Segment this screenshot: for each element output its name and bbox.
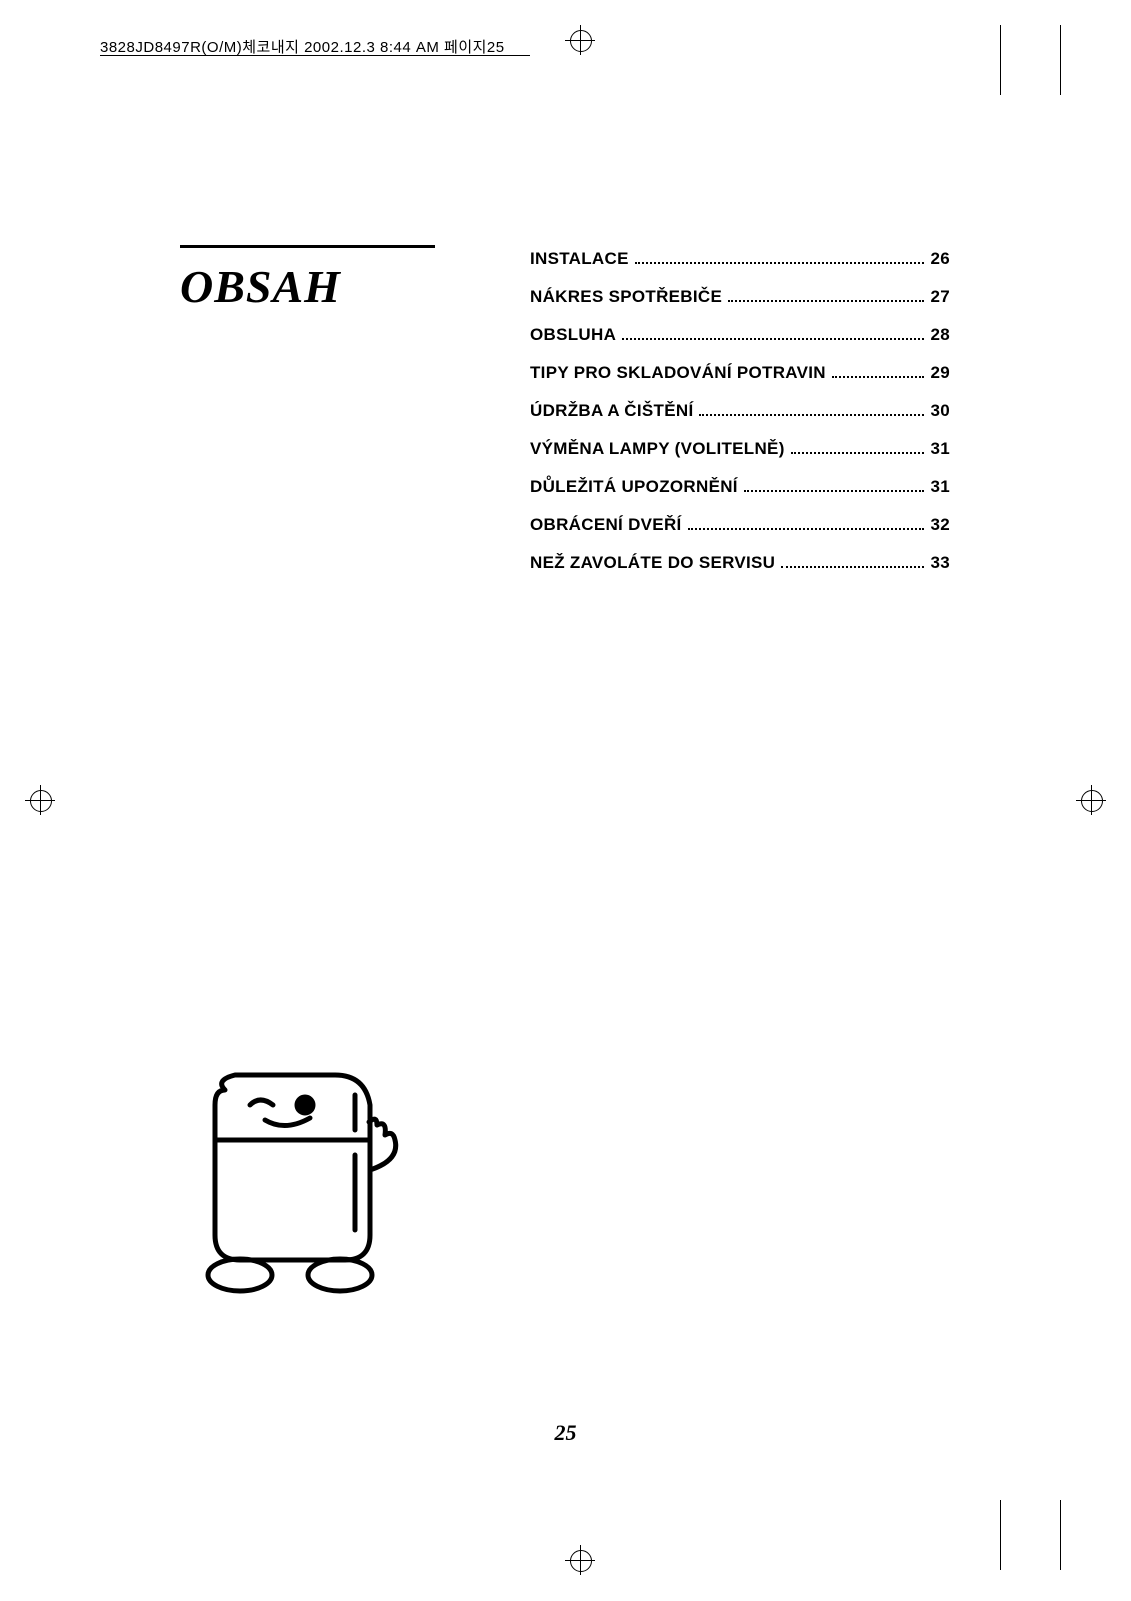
toc-leader xyxy=(688,528,925,530)
toc-page: 28 xyxy=(930,325,950,345)
registration-mark-right xyxy=(1076,785,1106,815)
registration-mark-left xyxy=(25,785,55,815)
toc-leader xyxy=(699,414,924,416)
toc-row: ÚDRŽBA A ČIŠTĚNÍ 30 xyxy=(530,401,950,421)
toc-leader xyxy=(622,338,924,340)
toc-leader xyxy=(832,376,925,378)
toc-label: VÝMĚNA LAMPY (VOLITELNĚ) xyxy=(530,439,785,459)
registration-mark-bottom xyxy=(565,1545,595,1575)
title-rule xyxy=(180,245,435,248)
toc-label: OBRÁCENÍ DVEŘÍ xyxy=(530,515,682,535)
page-number: 25 xyxy=(0,1420,1131,1446)
crop-tick xyxy=(1000,1500,1001,1570)
fridge-mascot-icon xyxy=(155,1060,415,1300)
toc-leader xyxy=(728,300,924,302)
toc-label: INSTALACE xyxy=(530,249,629,269)
toc-leader xyxy=(635,262,925,264)
toc-label: ÚDRŽBA A ČIŠTĚNÍ xyxy=(530,401,693,421)
print-job-slug: 3828JD8497R(O/M)체코내지 2002.12.3 8:44 AM 페… xyxy=(100,36,505,57)
toc-row: OBSLUHA 28 xyxy=(530,325,950,345)
toc-row: VÝMĚNA LAMPY (VOLITELNĚ) 31 xyxy=(530,439,950,459)
toc-page: 29 xyxy=(930,363,950,383)
toc-label: NEŽ ZAVOLÁTE DO SERVISU xyxy=(530,553,775,573)
toc-row: NEŽ ZAVOLÁTE DO SERVISU 33 xyxy=(530,553,950,573)
crop-tick xyxy=(1000,25,1001,95)
toc-label: OBSLUHA xyxy=(530,325,616,345)
toc-row: NÁKRES SPOTŘEBIČE 27 xyxy=(530,287,950,307)
toc-leader xyxy=(791,452,925,454)
toc-row: TIPY PRO SKLADOVÁNÍ POTRAVIN 29 xyxy=(530,363,950,383)
toc-page: 31 xyxy=(930,477,950,497)
toc-leader xyxy=(744,490,925,492)
page-title: OBSAH xyxy=(180,260,341,313)
toc-row: OBRÁCENÍ DVEŘÍ 32 xyxy=(530,515,950,535)
toc-leader xyxy=(781,566,924,568)
toc-page: 27 xyxy=(930,287,950,307)
toc-label: TIPY PRO SKLADOVÁNÍ POTRAVIN xyxy=(530,363,826,383)
toc-row: DŮLEŽITÁ UPOZORNĚNÍ 31 xyxy=(530,477,950,497)
toc-page: 26 xyxy=(930,249,950,269)
crop-tick xyxy=(1060,25,1061,95)
toc-page: 31 xyxy=(930,439,950,459)
crop-tick xyxy=(1060,1500,1061,1570)
print-job-slug-rule xyxy=(100,55,530,56)
registration-mark-top xyxy=(565,25,595,55)
toc-label: DŮLEŽITÁ UPOZORNĚNÍ xyxy=(530,477,738,497)
toc-page: 33 xyxy=(930,553,950,573)
toc-page: 30 xyxy=(930,401,950,421)
toc-label: NÁKRES SPOTŘEBIČE xyxy=(530,287,722,307)
table-of-contents: INSTALACE 26 NÁKRES SPOTŘEBIČE 27 OBSLUH… xyxy=(530,249,950,591)
toc-page: 32 xyxy=(930,515,950,535)
toc-row: INSTALACE 26 xyxy=(530,249,950,269)
manual-page: 3828JD8497R(O/M)체코내지 2002.12.3 8:44 AM 페… xyxy=(0,0,1131,1601)
